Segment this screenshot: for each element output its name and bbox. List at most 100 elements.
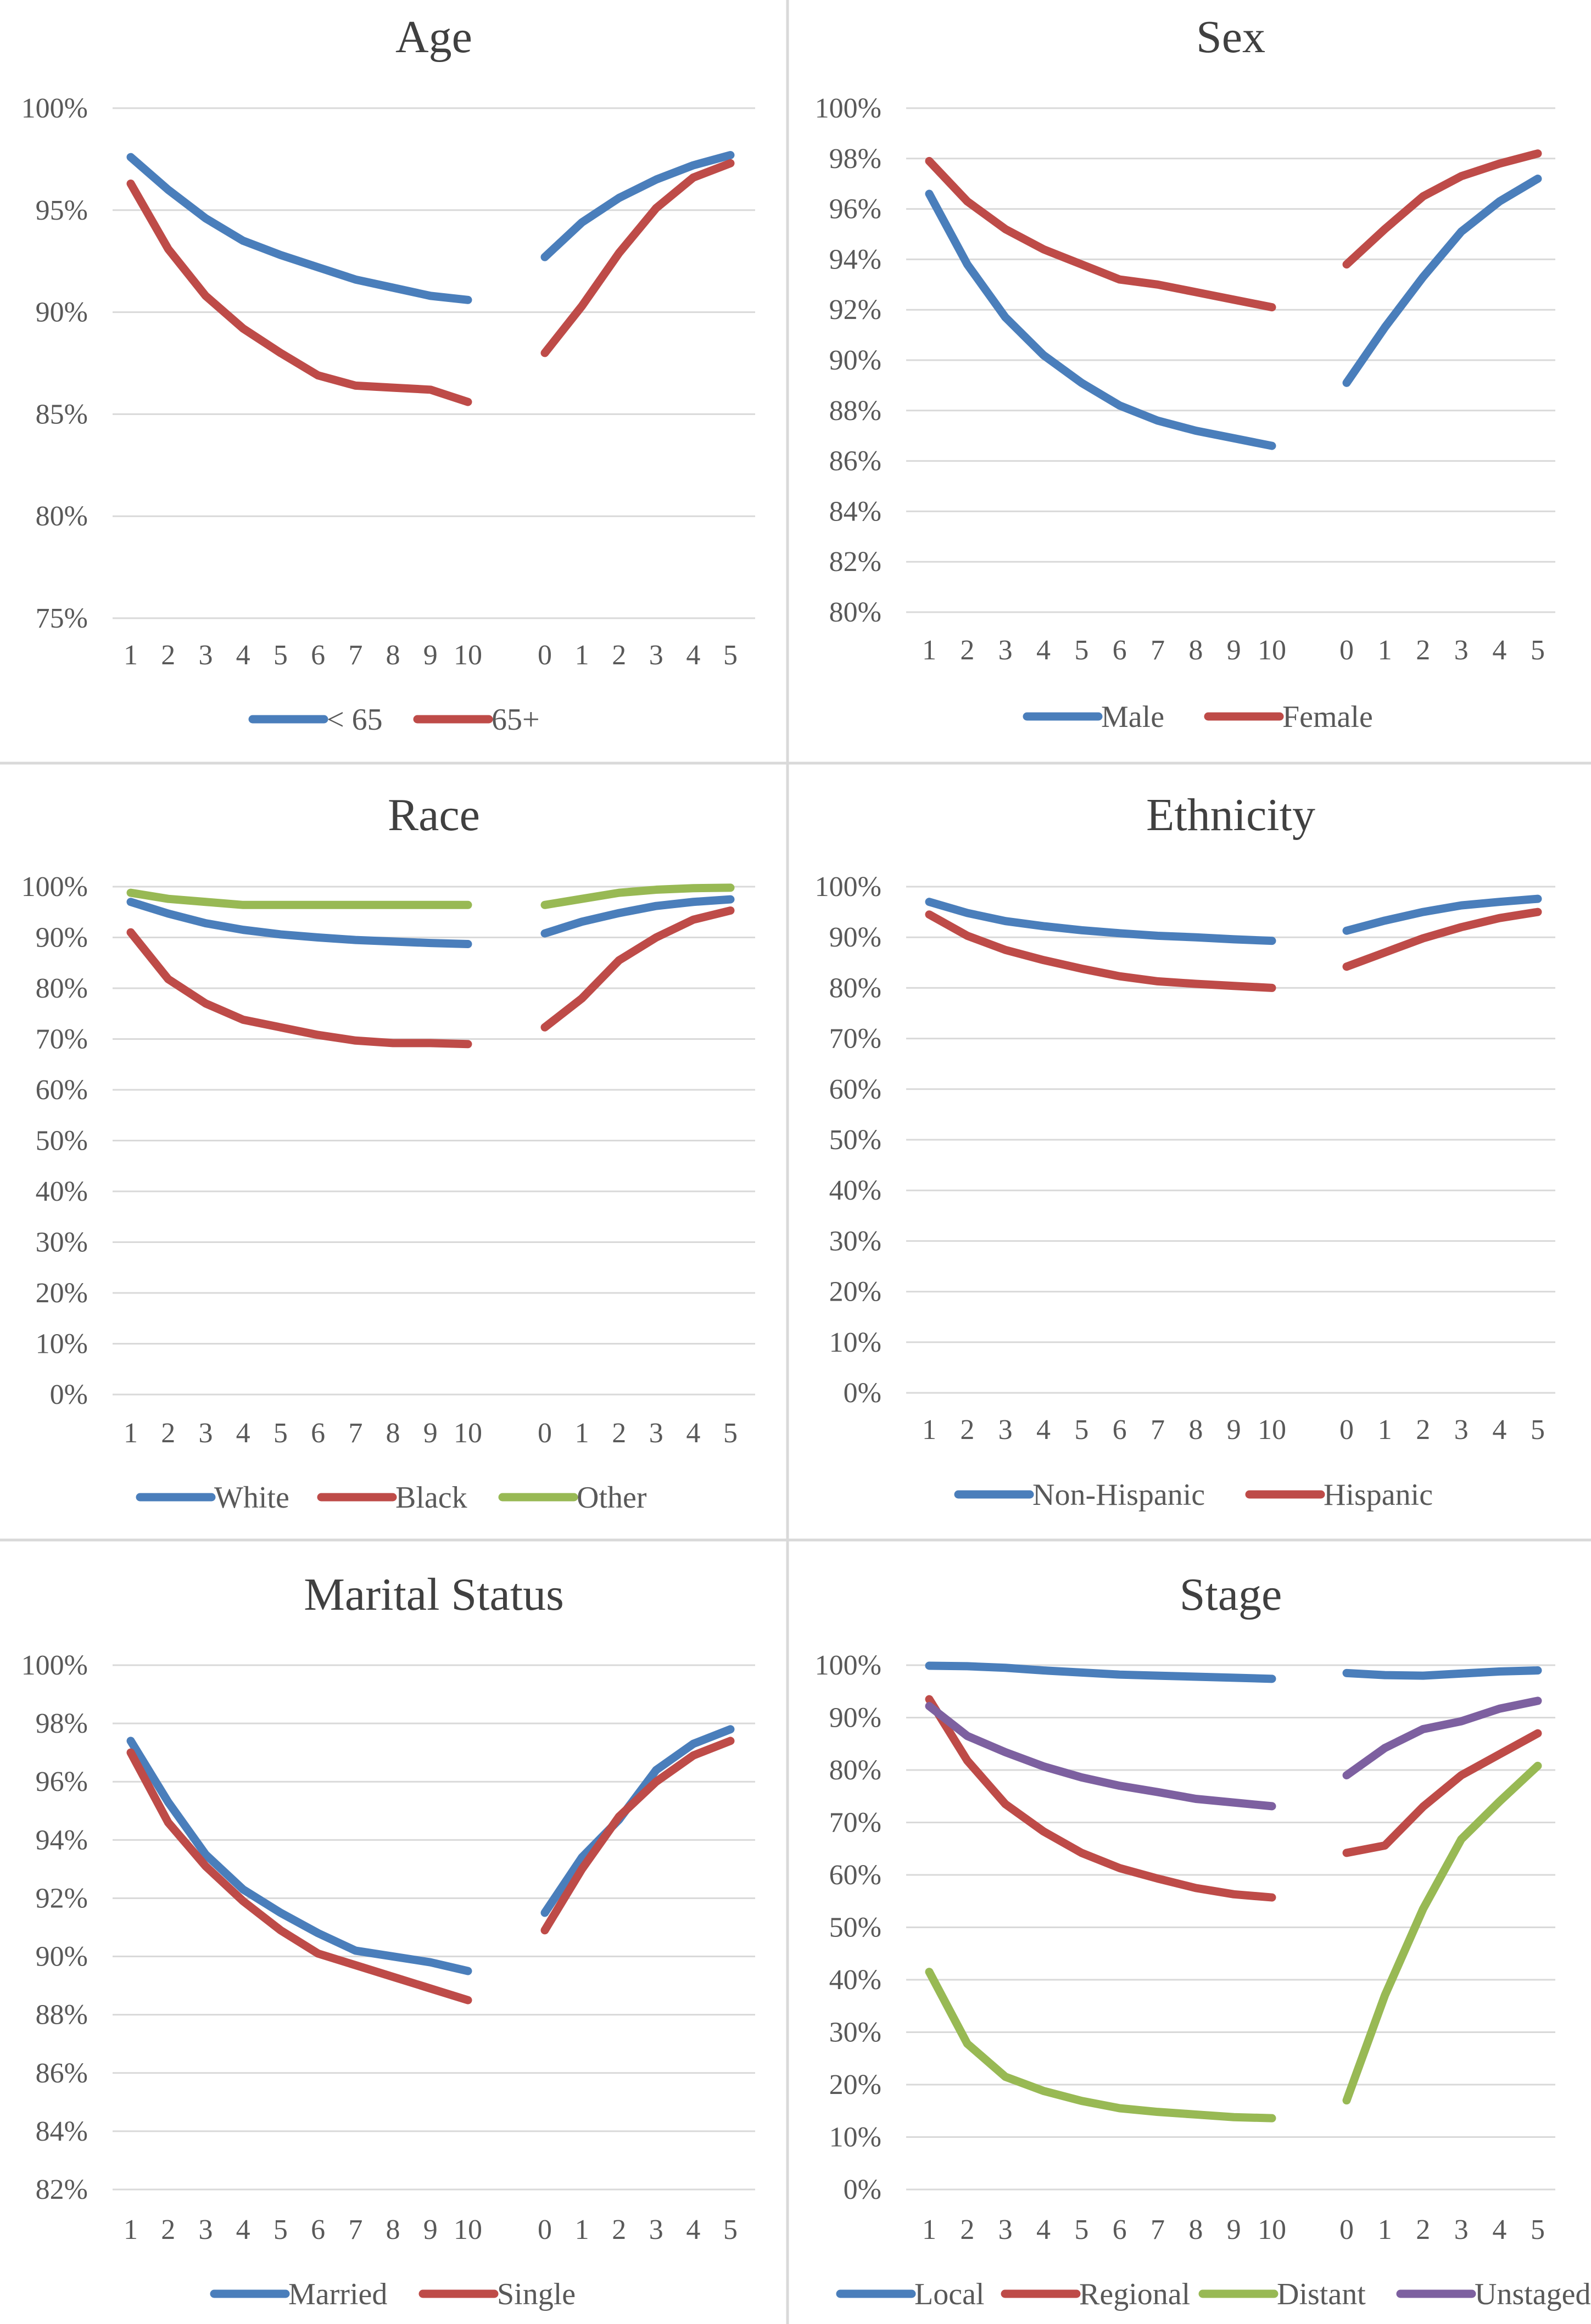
y-tick-label: 30% — [829, 1225, 881, 1257]
x-tick-label: 1 — [575, 640, 589, 671]
y-tick-label: 40% — [829, 1175, 881, 1206]
ethnicity-series-non-hispanic-left — [925, 898, 1276, 945]
x-tick-label: 6 — [1113, 635, 1127, 666]
x-tick-label: 1 — [124, 640, 138, 671]
x-tick-label: 2 — [1416, 1414, 1430, 1446]
y-tick-label: 100% — [21, 1650, 88, 1681]
ethnicity-series-hispanic-right — [1342, 908, 1542, 971]
sex-series-female-right — [1342, 149, 1542, 269]
x-tick-label: 4 — [236, 2214, 250, 2245]
x-tick-label: 8 — [1188, 635, 1203, 666]
x-tick-label: 2 — [960, 635, 974, 666]
sex-series-female-left — [925, 156, 1276, 312]
legend-label-married: Married — [288, 2277, 387, 2311]
y-tick-label: 80% — [36, 973, 88, 1004]
x-tick-label: 4 — [1492, 2214, 1506, 2245]
x-tick-label: 4 — [1036, 1414, 1051, 1446]
x-tick-label: 4 — [686, 2214, 700, 2245]
x-tick-label: 7 — [1151, 2214, 1165, 2245]
legend-label-female: Female — [1282, 700, 1373, 734]
x-tick-label: 5 — [1531, 635, 1545, 666]
x-tick-label: 9 — [423, 640, 438, 671]
x-tick-label: 2 — [161, 2214, 175, 2245]
y-tick-label: 20% — [829, 1276, 881, 1308]
y-tick-label: 80% — [829, 972, 881, 1004]
y-tick-label: 92% — [829, 294, 881, 326]
y-tick-label: 0% — [50, 1379, 88, 1410]
y-tick-label: 90% — [829, 922, 881, 953]
y-tick-label: 95% — [36, 195, 88, 226]
stage-series-local-right — [1342, 1666, 1542, 1680]
x-tick-label: 4 — [1036, 635, 1051, 666]
y-tick-label: 10% — [829, 2122, 881, 2153]
y-tick-label: 20% — [829, 2069, 881, 2101]
y-tick-label: 10% — [36, 1329, 88, 1360]
y-tick-label: 82% — [829, 546, 881, 578]
x-tick-label: 1 — [575, 2214, 589, 2245]
x-tick-label: 9 — [1227, 1414, 1241, 1446]
x-tick-label: 7 — [1151, 635, 1165, 666]
legend-label-local: Local — [914, 2277, 984, 2311]
x-tick-label: 5 — [273, 2214, 288, 2245]
legend-label-65: 65+ — [492, 703, 540, 737]
y-tick-label: 80% — [829, 597, 881, 628]
x-tick-label: 9 — [1227, 635, 1241, 666]
y-tick-label: 82% — [36, 2174, 88, 2205]
y-tick-label: 84% — [36, 2116, 88, 2147]
age-series-65-right — [540, 159, 735, 357]
x-tick-label: 3 — [998, 635, 1013, 666]
y-tick-label: 86% — [829, 446, 881, 477]
x-tick-label: 10 — [454, 640, 482, 671]
x-tick-label: 2 — [612, 1418, 626, 1449]
x-tick-label: 3 — [198, 1418, 213, 1449]
y-tick-label: 94% — [829, 244, 881, 275]
ethnicity-series-non-hispanic-right — [1342, 894, 1542, 935]
y-tick-label: 0% — [844, 1377, 881, 1409]
y-tick-label: 88% — [829, 395, 881, 427]
y-tick-label: 92% — [36, 1883, 88, 1914]
x-tick-label: 6 — [311, 2214, 325, 2245]
x-tick-label: 10 — [1258, 2214, 1286, 2245]
y-tick-label: 10% — [829, 1327, 881, 1358]
x-tick-label: 9 — [1227, 2214, 1241, 2245]
x-tick-label: 4 — [1492, 635, 1506, 666]
x-tick-label: 5 — [1074, 2214, 1088, 2245]
y-tick-label: 80% — [36, 501, 88, 532]
race-series-other-left — [126, 888, 472, 909]
y-tick-label: 90% — [36, 297, 88, 328]
y-tick-label: 86% — [36, 2058, 88, 2089]
x-tick-label: 7 — [348, 640, 362, 671]
x-tick-label: 2 — [1416, 2214, 1430, 2245]
x-tick-label: 6 — [311, 1418, 325, 1449]
panel-ethnicity: Ethnicity0%10%20%30%40%50%60%70%80%90%10… — [815, 789, 1555, 1512]
race-series-black-left — [126, 928, 472, 1049]
x-tick-label: 1 — [124, 2214, 138, 2245]
race-title: Race — [388, 789, 480, 841]
x-tick-label: 5 — [273, 640, 288, 671]
x-tick-label: 2 — [161, 640, 175, 671]
legend-label-65: < 65 — [327, 703, 383, 737]
x-tick-label: 5 — [723, 1418, 738, 1449]
legend-label-unstaged: Unstaged — [1475, 2277, 1591, 2311]
marital-status-title: Marital Status — [304, 1569, 564, 1620]
x-tick-label: 8 — [386, 2214, 400, 2245]
x-tick-label: 9 — [423, 1418, 438, 1449]
x-tick-label: 8 — [386, 640, 400, 671]
y-tick-label: 100% — [21, 871, 88, 903]
x-tick-label: 7 — [1151, 1414, 1165, 1446]
x-tick-label: 5 — [1074, 635, 1088, 666]
stage-series-unstaged-left — [925, 1701, 1276, 1811]
x-tick-label: 10 — [454, 1418, 482, 1449]
age-series-65-left — [126, 153, 472, 304]
x-tick-label: 6 — [1113, 2214, 1127, 2245]
legend-label-non-hispanic: Non-Hispanic — [1032, 1478, 1205, 1512]
x-tick-label: 3 — [649, 1418, 663, 1449]
age-series-65-left — [126, 179, 472, 406]
y-tick-label: 40% — [829, 1964, 881, 1996]
y-tick-label: 80% — [829, 1755, 881, 1786]
race-series-other-right — [540, 883, 735, 909]
y-tick-label: 90% — [829, 1703, 881, 1734]
x-tick-label: 4 — [686, 640, 700, 671]
legend-label-single: Single — [497, 2277, 576, 2311]
